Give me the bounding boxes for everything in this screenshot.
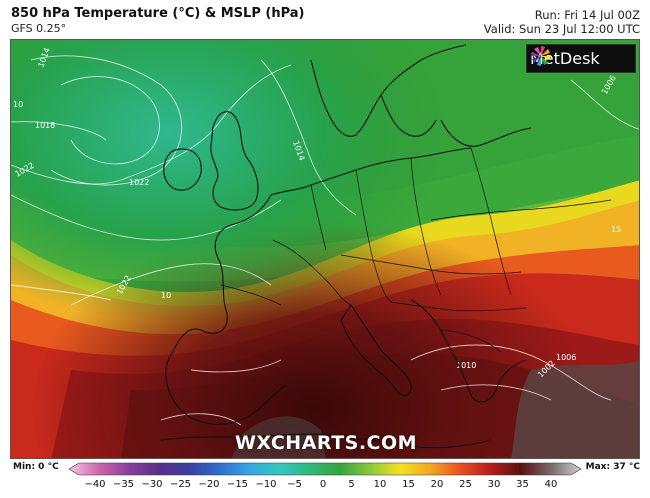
legend-tick: −5 <box>287 479 302 490</box>
legend-tick: −20 <box>198 479 220 490</box>
legend-tick: −15 <box>226 479 249 490</box>
temp-label: 10 <box>13 100 23 109</box>
color-scale-bar <box>69 462 581 476</box>
isobar-label: 1022 <box>129 178 149 187</box>
legend-tick: 35 <box>516 479 529 490</box>
isobar-label: 1006 <box>556 353 576 362</box>
legend-tick: −40 <box>84 479 106 490</box>
temperature-field: 1014 1018 1022 1022 1014 1022 1006 1006 … <box>11 40 639 458</box>
legend-tick: 40 <box>544 479 558 490</box>
max-temp-label: Max: 37 °C <box>585 462 640 472</box>
isobar-label: 1018 <box>35 121 55 130</box>
chart-header: 850 hPa Temperature (°C) & MSLP (hPa) GF… <box>0 0 650 38</box>
chart-title: 850 hPa Temperature (°C) & MSLP (hPa) <box>11 6 305 21</box>
weather-map[interactable]: 1014 1018 1022 1022 1014 1022 1006 1006 … <box>10 39 640 459</box>
legend-tick: 30 <box>487 479 501 490</box>
legend-tick: 15 <box>402 479 415 490</box>
legend-tick: 5 <box>348 479 355 490</box>
min-temp-label: Min: 0 °C <box>13 462 59 472</box>
legend-tick: 10 <box>373 479 387 490</box>
metdesk-logo-icon <box>531 46 551 66</box>
run-time: Run: Fri 14 Jul 00Z <box>534 8 640 22</box>
legend-tick: −10 <box>255 479 277 490</box>
legend-tick: 20 <box>430 479 444 490</box>
color-legend: Min: 0 °C Max: 37 °C −40 −35 −30 −25 −20… <box>0 460 650 498</box>
legend-ticks: −40 −35 −30 −25 −20 −15 −10 −5 0 5 10 15… <box>0 479 650 493</box>
watermark: WXCHARTS.COM <box>234 432 418 454</box>
legend-tick: −35 <box>112 479 135 490</box>
metdesk-logo[interactable]: MetDesk <box>526 44 636 73</box>
legend-tick: −25 <box>169 479 192 490</box>
temp-label: 10 <box>161 291 171 300</box>
temp-label: 15 <box>611 225 621 234</box>
isobar-label: 1010 <box>456 361 476 370</box>
legend-tick: 0 <box>319 479 327 490</box>
valid-time: Valid: Sun 23 Jul 12:00 UTC <box>483 22 640 36</box>
legend-tick: −30 <box>141 479 163 490</box>
legend-tick: 25 <box>459 479 472 490</box>
model-label: GFS 0.25° <box>11 22 67 35</box>
